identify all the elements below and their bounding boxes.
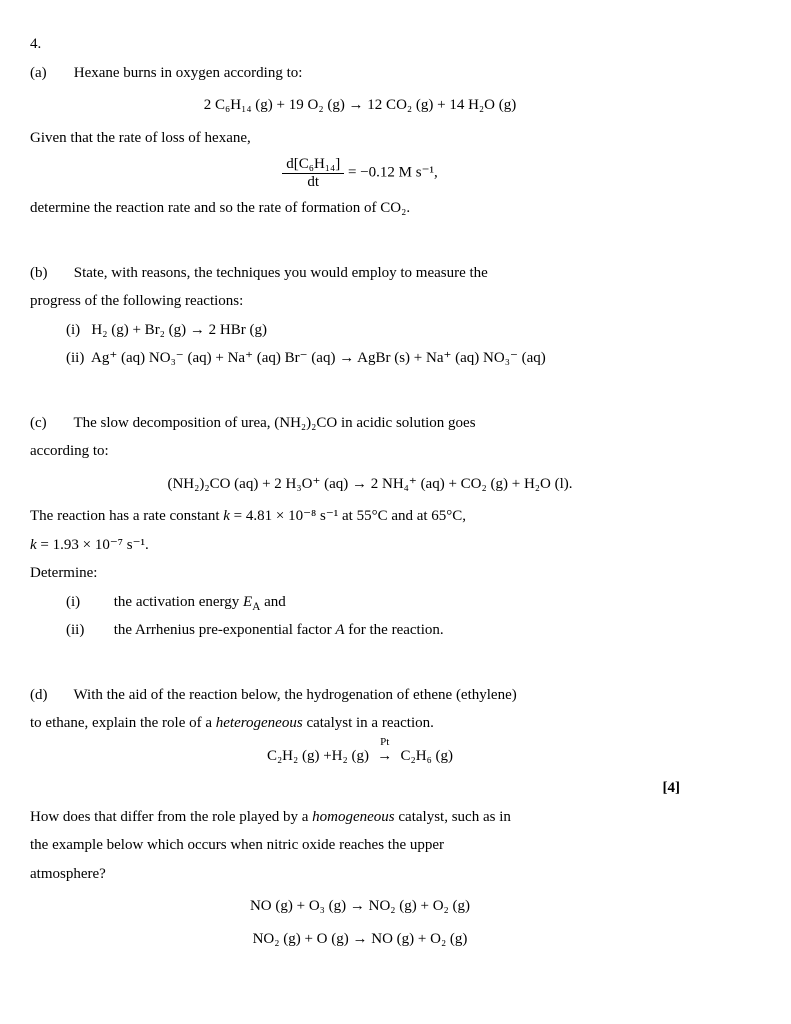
question-number: 4.	[30, 30, 80, 59]
part-c-rate1a: The reaction has a rate constant	[30, 508, 223, 524]
part-b-intro1-line: (b) State, with reasons, the techniques …	[30, 259, 690, 288]
part-d: (d) With the aid of the reaction below, …	[30, 681, 690, 954]
catalyst-label: Pt	[373, 732, 397, 753]
part-c-label: (c)	[30, 409, 70, 438]
part-b: (b) State, with reasons, the techniques …	[30, 259, 690, 373]
part-d-q1c: catalyst, such as in	[395, 809, 511, 825]
part-c-equation: (NH₂)₂CO (aq) + 2 H₃O⁺ (aq) → 2 NH₄⁺ (aq…	[30, 470, 690, 499]
part-d-intro2c: catalyst in a reaction.	[303, 715, 434, 731]
part-d-q1: How does that differ from the role playe…	[30, 803, 690, 832]
part-c-intro1: The slow decomposition of urea, (NH₂)₂CO…	[73, 415, 475, 431]
part-b-intro2: progress of the following reactions:	[30, 287, 690, 316]
part-c-rate1c: = 4.81 × 10⁻⁸ s⁻¹ at 55°C and at 65°C,	[230, 508, 466, 524]
part-c-ii-A: A	[335, 622, 344, 638]
part-d-homo: homogeneous	[312, 809, 395, 825]
part-d-intro2a: to ethane, explain the role of a	[30, 715, 216, 731]
part-c-ii-a: the Arrhenius pre-exponential factor	[114, 622, 336, 638]
part-d-eq1-left: C₂H₂ (g) +H₂ (g)	[267, 748, 369, 764]
part-c-rate2: k = 1.93 × 10⁻⁷ s⁻¹.	[30, 531, 690, 560]
rate-fraction: d[C₆H₁₄] dt	[282, 156, 344, 190]
part-c-ii-label: (ii)	[66, 616, 110, 645]
part-d-q3: atmosphere?	[30, 860, 690, 889]
part-d-equation2: NO (g) + O₃ (g) → NO₂ (g) + O₂ (g)	[30, 892, 690, 921]
part-d-q2: the example below which occurs when nitr…	[30, 831, 690, 860]
part-a-rate-expr: d[C₆H₁₄] dt = −0.12 M s⁻¹,	[30, 156, 690, 190]
part-d-equation1: C₂H₂ (g) +H₂ (g) Pt → C₂H₆ (g)	[30, 742, 690, 771]
part-c-i-c: and	[260, 594, 285, 610]
part-a-given: Given that the rate of loss of hexane,	[30, 124, 690, 153]
part-c-k2: k	[30, 537, 37, 553]
part-c-intro2: according to:	[30, 437, 690, 466]
part-c-determine: Determine:	[30, 559, 690, 588]
part-c-i-E: E	[243, 594, 252, 610]
part-b-ii-label: (ii)	[66, 350, 84, 366]
part-a-equation: 2 C₆H₁₄ (g) + 19 O₂ (g) → 12 CO₂ (g) + 1…	[30, 91, 690, 120]
rate-denominator: dt	[282, 174, 344, 191]
part-d-eq1-right: C₂H₆ (g)	[401, 748, 454, 764]
part-c-rate1: The reaction has a rate constant k = 4.8…	[30, 502, 690, 531]
part-a-intro-line: (a) Hexane burns in oxygen according to:	[30, 59, 690, 88]
rate-numerator: d[C₆H₁₄]	[282, 156, 344, 174]
part-a-intro: Hexane burns in oxygen according to:	[74, 65, 303, 81]
part-b-ii-eq: Ag⁺ (aq) NO₃⁻ (aq) + Na⁺ (aq) Br⁻ (aq) →…	[91, 350, 546, 366]
part-d-q1a: How does that differ from the role playe…	[30, 809, 312, 825]
part-d-hetero: heterogeneous	[216, 715, 303, 731]
part-b-i-label: (i)	[66, 322, 80, 338]
part-c-item-i: (i) the activation energy EA and	[66, 588, 690, 617]
part-b-item-ii: (ii) Ag⁺ (aq) NO₃⁻ (aq) + Na⁺ (aq) Br⁻ (…	[66, 344, 690, 373]
part-c-ii-c: for the reaction.	[345, 622, 444, 638]
part-d-marks: [4]	[30, 774, 690, 803]
part-b-label: (b)	[30, 259, 70, 288]
catalyst-arrow: Pt →	[373, 742, 397, 771]
part-c-rate2b: = 1.93 × 10⁻⁷ s⁻¹.	[37, 537, 149, 553]
question-content: (a) Hexane burns in oxygen according to:…	[30, 59, 690, 958]
part-c-k1: k	[223, 508, 230, 524]
part-b-intro1: State, with reasons, the techniques you …	[74, 265, 488, 281]
part-d-label: (d)	[30, 681, 70, 710]
part-c-i-a: the activation energy	[114, 594, 243, 610]
part-d-intro1: With the aid of the reaction below, the …	[73, 687, 516, 703]
part-d-equation3: NO₂ (g) + O (g) → NO (g) + O₂ (g)	[30, 925, 690, 954]
part-a-determine: determine the reaction rate and so the r…	[30, 194, 690, 223]
part-d-intro1-line: (d) With the aid of the reaction below, …	[30, 681, 690, 710]
part-c-intro1-line: (c) The slow decomposition of urea, (NH₂…	[30, 409, 690, 438]
part-d-intro2: to ethane, explain the role of a heterog…	[30, 709, 690, 738]
rate-value: = −0.12 M s⁻¹,	[348, 164, 438, 180]
part-c-item-ii: (ii) the Arrhenius pre-exponential facto…	[66, 616, 690, 645]
part-c-i-label: (i)	[66, 588, 110, 617]
part-b-i-eq: H₂ (g) + Br₂ (g) → 2 HBr (g)	[91, 322, 267, 338]
part-b-item-i: (i) H₂ (g) + Br₂ (g) → 2 HBr (g)	[66, 316, 690, 345]
question-root: 4. (a) Hexane burns in oxygen according …	[30, 30, 741, 957]
part-c: (c) The slow decomposition of urea, (NH₂…	[30, 409, 690, 645]
part-a-label: (a)	[30, 59, 70, 88]
part-a: (a) Hexane burns in oxygen according to:…	[30, 59, 690, 223]
